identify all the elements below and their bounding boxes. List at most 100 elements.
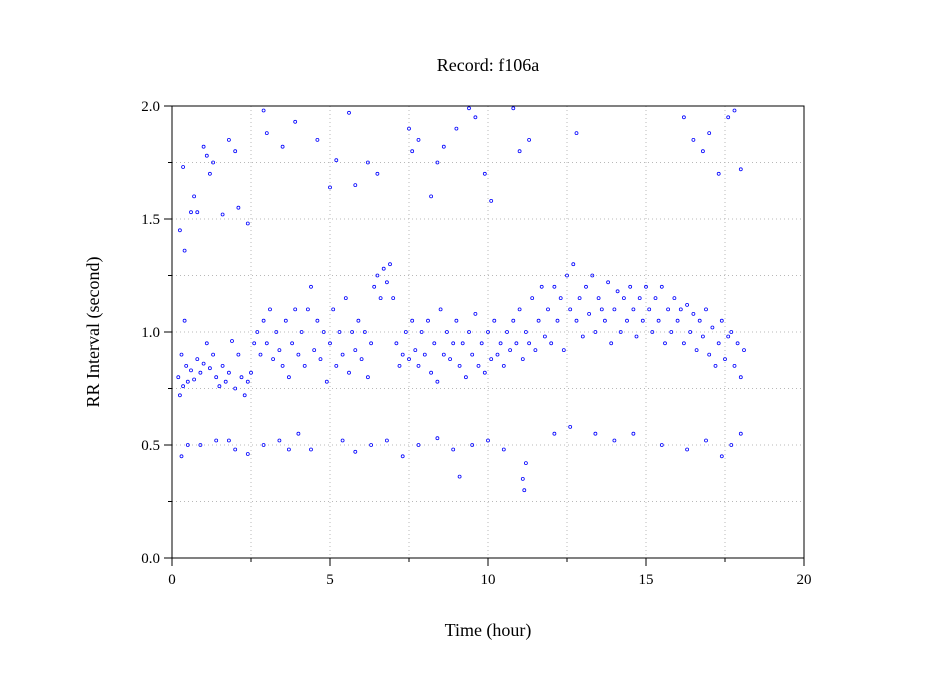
- data-point: [568, 307, 573, 312]
- chart-title: Record: f106a: [437, 55, 539, 75]
- data-point: [511, 318, 516, 323]
- data-point: [334, 158, 339, 163]
- data-point: [233, 149, 238, 154]
- data-point: [347, 370, 351, 375]
- data-point: [522, 488, 527, 493]
- data-point: [438, 307, 443, 312]
- data-point: [580, 334, 585, 339]
- data-point: [290, 341, 295, 346]
- data-point: [264, 131, 269, 136]
- data-point: [293, 307, 298, 312]
- data-point: [365, 160, 370, 165]
- data-point: [400, 352, 405, 357]
- data-point: [429, 370, 434, 375]
- data-point: [315, 137, 320, 142]
- data-point: [659, 284, 664, 289]
- data-point: [524, 461, 528, 466]
- data-point: [261, 443, 266, 447]
- data-point: [527, 341, 531, 346]
- axis-ticks: 0 5 10 15 20 0.0 0.5 1.0 1.5 2.0: [141, 99, 811, 588]
- data-point: [584, 284, 588, 289]
- data-point: [362, 330, 367, 334]
- data-point: [179, 352, 184, 357]
- data-point: [236, 352, 241, 357]
- data-point: [571, 262, 576, 267]
- data-point: [719, 318, 724, 323]
- data-point: [426, 318, 430, 323]
- data-point: [489, 357, 494, 362]
- y-tick-label: 1.0: [141, 325, 160, 341]
- data-point: [182, 318, 187, 323]
- data-point: [274, 330, 279, 334]
- data-point: [255, 330, 260, 334]
- data-point: [524, 330, 528, 334]
- data-point: [577, 296, 582, 301]
- data-point: [666, 307, 670, 312]
- data-point: [738, 431, 743, 436]
- data-point: [315, 318, 320, 323]
- y-axis-label: RR Interval (second): [83, 257, 104, 408]
- data-point: [189, 368, 193, 373]
- data-point: [189, 210, 193, 215]
- data-point: [239, 375, 244, 380]
- data-point: [672, 296, 677, 301]
- data-point: [713, 363, 718, 368]
- data-point: [631, 431, 636, 436]
- data-point: [704, 307, 708, 312]
- data-point: [416, 137, 421, 142]
- data-point: [261, 108, 266, 113]
- data-point: [454, 318, 459, 323]
- data-point: [707, 131, 712, 136]
- data-point: [659, 443, 664, 447]
- data-point: [704, 438, 708, 443]
- data-point: [223, 379, 228, 384]
- data-point: [422, 352, 427, 357]
- data-point: [432, 341, 437, 346]
- data-point: [590, 273, 595, 278]
- data-point: [384, 438, 389, 443]
- data-point: [226, 137, 231, 142]
- data-point: [177, 228, 182, 233]
- data-point: [375, 171, 380, 176]
- data-point: [530, 296, 535, 301]
- data-point: [233, 447, 238, 452]
- data-point: [498, 341, 503, 346]
- data-point: [568, 424, 573, 429]
- data-point: [226, 438, 231, 443]
- data-point: [340, 352, 345, 357]
- data-point: [634, 334, 639, 339]
- data-point: [184, 363, 189, 368]
- data-point: [495, 352, 500, 357]
- data-point: [555, 318, 560, 323]
- data-point: [726, 334, 731, 339]
- data-point: [413, 348, 418, 353]
- data-point: [479, 341, 484, 346]
- data-point: [732, 108, 737, 113]
- data-point: [561, 348, 566, 353]
- data-point: [192, 194, 197, 199]
- x-tick-label: 0: [168, 572, 176, 588]
- data-point: [293, 119, 298, 124]
- data-point: [517, 307, 522, 312]
- data-point: [302, 363, 307, 368]
- data-point: [533, 348, 538, 353]
- data-point: [609, 341, 614, 346]
- data-point: [233, 386, 238, 391]
- data-point: [603, 318, 607, 323]
- data-point: [596, 296, 601, 301]
- data-point: [214, 438, 219, 443]
- data-point: [527, 137, 531, 142]
- data-point: [201, 361, 206, 366]
- data-point: [177, 393, 182, 398]
- data-point: [388, 262, 392, 267]
- data-point: [353, 449, 358, 454]
- data-point: [710, 325, 715, 330]
- data-point: [182, 248, 187, 253]
- data-point: [328, 185, 332, 190]
- data-point: [457, 474, 462, 479]
- data-point: [280, 363, 285, 368]
- data-point: [492, 318, 497, 323]
- data-point: [324, 379, 329, 384]
- data-point: [435, 436, 440, 441]
- data-point: [685, 302, 689, 307]
